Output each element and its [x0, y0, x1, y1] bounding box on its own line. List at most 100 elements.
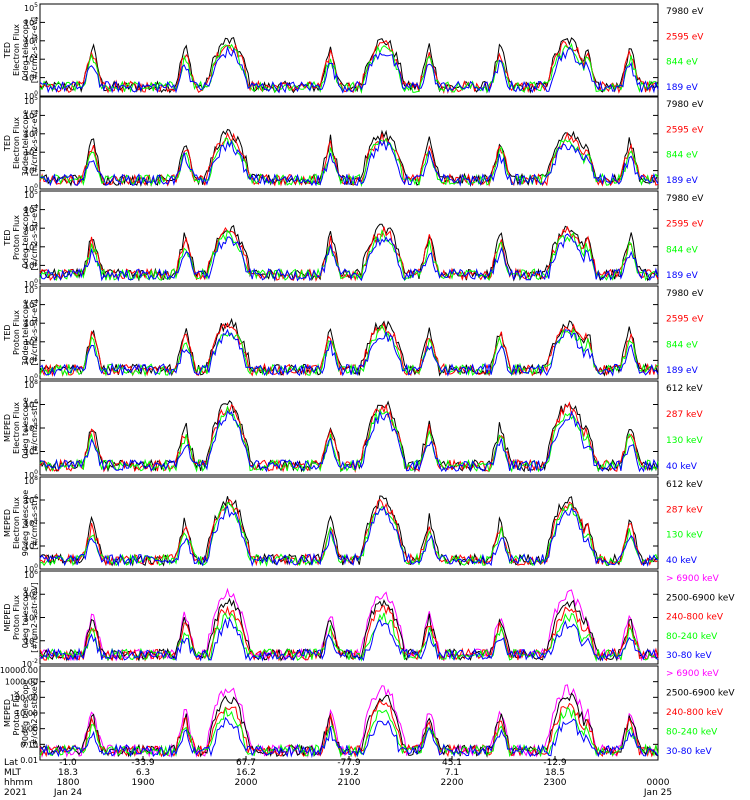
y-axis-label: 0deg telescope [21, 587, 30, 648]
series-189-ev [39, 233, 659, 282]
legend-entry: > 6900 keV [666, 669, 720, 679]
y-tick-label: 102 [24, 241, 38, 252]
y-tick-label: 102 [24, 146, 38, 157]
x-tick-label: -33.9 [131, 758, 155, 768]
y-tick-label: 106 [24, 569, 38, 580]
legend-entry: 80-240 keV [666, 632, 718, 642]
y-axis-label: TED [3, 229, 12, 246]
y-axis-label: 0deg telescope [21, 19, 30, 80]
series-2595-ev [39, 39, 659, 95]
y-axis-label: Proton Flux [12, 310, 21, 355]
y-axis-label: 90deg telescope [21, 680, 30, 747]
series-30-80-kev [39, 617, 659, 662]
series-line [39, 45, 659, 94]
plot-frame [39, 96, 659, 190]
x-tick-label: 0000 [647, 778, 670, 788]
legend-entry: 2595 eV [666, 315, 704, 325]
x-tick-label: 16.2 [236, 768, 256, 778]
legend-entry: 2500-6900 keV [666, 593, 735, 603]
x-row-label: hhmm [4, 778, 33, 788]
x-row-label: Lat [4, 758, 19, 768]
y-axis-label: MEPED [3, 604, 12, 632]
panel-1: 100 101 102 103 104 105 TED Electron Flux 0deg t… [3, 2, 704, 101]
legend-entry: 80-240 keV [666, 728, 718, 738]
legend-entry: 240-800 keV [666, 708, 724, 718]
legend-entry: 2595 eV [666, 125, 704, 135]
x-row-label: MLT [4, 768, 22, 778]
panel-7: 10-2 100 102 104 106 MEPED Proton Flux 0deg tel… [3, 569, 735, 669]
series-40-kev [39, 409, 659, 474]
y-tick-label: 0.10 [20, 740, 38, 749]
legend-entry: 612 keV [666, 480, 703, 490]
legend-entry: 2595 eV [666, 220, 704, 230]
y-tick-label: 10-2 [22, 658, 38, 669]
y-axis-label: [#/cm2-s-str-eV] [30, 204, 39, 270]
panel-5: 100 102 104 106 108 MEPED Electron Flux 0deg te… [3, 379, 703, 480]
y-tick-label: 10.00 [15, 709, 38, 718]
y-tick-label: 103 [24, 317, 38, 328]
legend-entry: 844 eV [666, 340, 699, 350]
y-tick-label: 106 [24, 399, 38, 410]
y-tick-label: 102 [24, 336, 38, 347]
x-row-label: 2021 [4, 788, 27, 798]
y-tick-label: 103 [24, 222, 38, 233]
panel-8: 0.01 0.10 1.00 10.00 100.00 1000.00 10000.00 ME… [0, 665, 735, 765]
legend-entry: 2500-6900 keV [666, 689, 735, 699]
series-844-ev [39, 42, 659, 94]
x-tick-label: 6.3 [136, 768, 150, 778]
y-tick-label: 1000.00 [5, 678, 38, 687]
y-tick-label: 104 [24, 109, 38, 120]
legend-entry: 189 eV [666, 83, 699, 93]
y-tick-label: 108 [24, 475, 38, 486]
y-axis-label: Electron Flux [12, 497, 21, 549]
y-tick-label: 100 [24, 635, 38, 646]
x-tick-label: -12.9 [543, 758, 567, 768]
legend-entry: 844 eV [666, 58, 699, 68]
x-tick-label: 45.1 [442, 758, 462, 768]
y-tick-label: 10000.00 [0, 666, 38, 675]
y-tick-label: 104 [24, 299, 38, 310]
y-tick-label: 105 [24, 189, 38, 200]
series-40-kev [39, 505, 659, 568]
y-tick-label: 108 [24, 379, 38, 390]
x-tick-label: 2100 [338, 778, 361, 788]
legend-entry: 287 keV [666, 505, 703, 515]
y-axis-label: Proton Flux [12, 690, 21, 735]
y-tick-label: 101 [24, 72, 38, 83]
series-line [39, 399, 659, 473]
series--6900-kev [39, 684, 659, 758]
y-tick-label: 104 [24, 422, 38, 433]
series-612-kev [39, 399, 659, 473]
x-tick-label: 1900 [132, 778, 155, 788]
y-tick-label: 103 [24, 35, 38, 46]
y-tick-label: 102 [24, 540, 38, 551]
y-tick-label: 100 [24, 469, 38, 480]
panel-2: 100 101 102 103 104 105 TED Electron Flux 30deg … [3, 95, 704, 194]
y-axis-label: 90deg telescope [21, 490, 30, 557]
plot-frame [39, 3, 659, 97]
x-tick-label: 1800 [57, 778, 80, 788]
y-axis-label: [#/cm2-s-str-eV] [30, 110, 39, 176]
y-tick-label: 103 [24, 128, 38, 139]
panels: 100 101 102 103 104 105 TED Electron Flux 0deg t… [0, 2, 735, 765]
y-axis-label: TED [3, 42, 12, 59]
y-tick-label: 104 [24, 588, 38, 599]
plot-frame [39, 190, 659, 285]
series-189-ev [39, 138, 659, 187]
y-axis-label: 30deg telescope [21, 299, 30, 366]
series-240-800-kev [39, 699, 659, 758]
series-line [39, 409, 659, 474]
y-axis-label: MEPED [3, 509, 12, 537]
series-line [39, 42, 659, 94]
panel-3: 100 101 102 103 104 105 TED Proton Flux 0deg tel… [3, 189, 704, 289]
x-tick-label: Jan 25 [643, 788, 672, 798]
y-tick-label: 100 [24, 183, 38, 194]
series-line [39, 706, 659, 758]
series-line [39, 617, 659, 662]
series-line [39, 233, 659, 282]
y-tick-label: 101 [24, 354, 38, 365]
series-line [39, 505, 659, 568]
series-line [39, 328, 659, 377]
plot-frame [39, 285, 659, 380]
